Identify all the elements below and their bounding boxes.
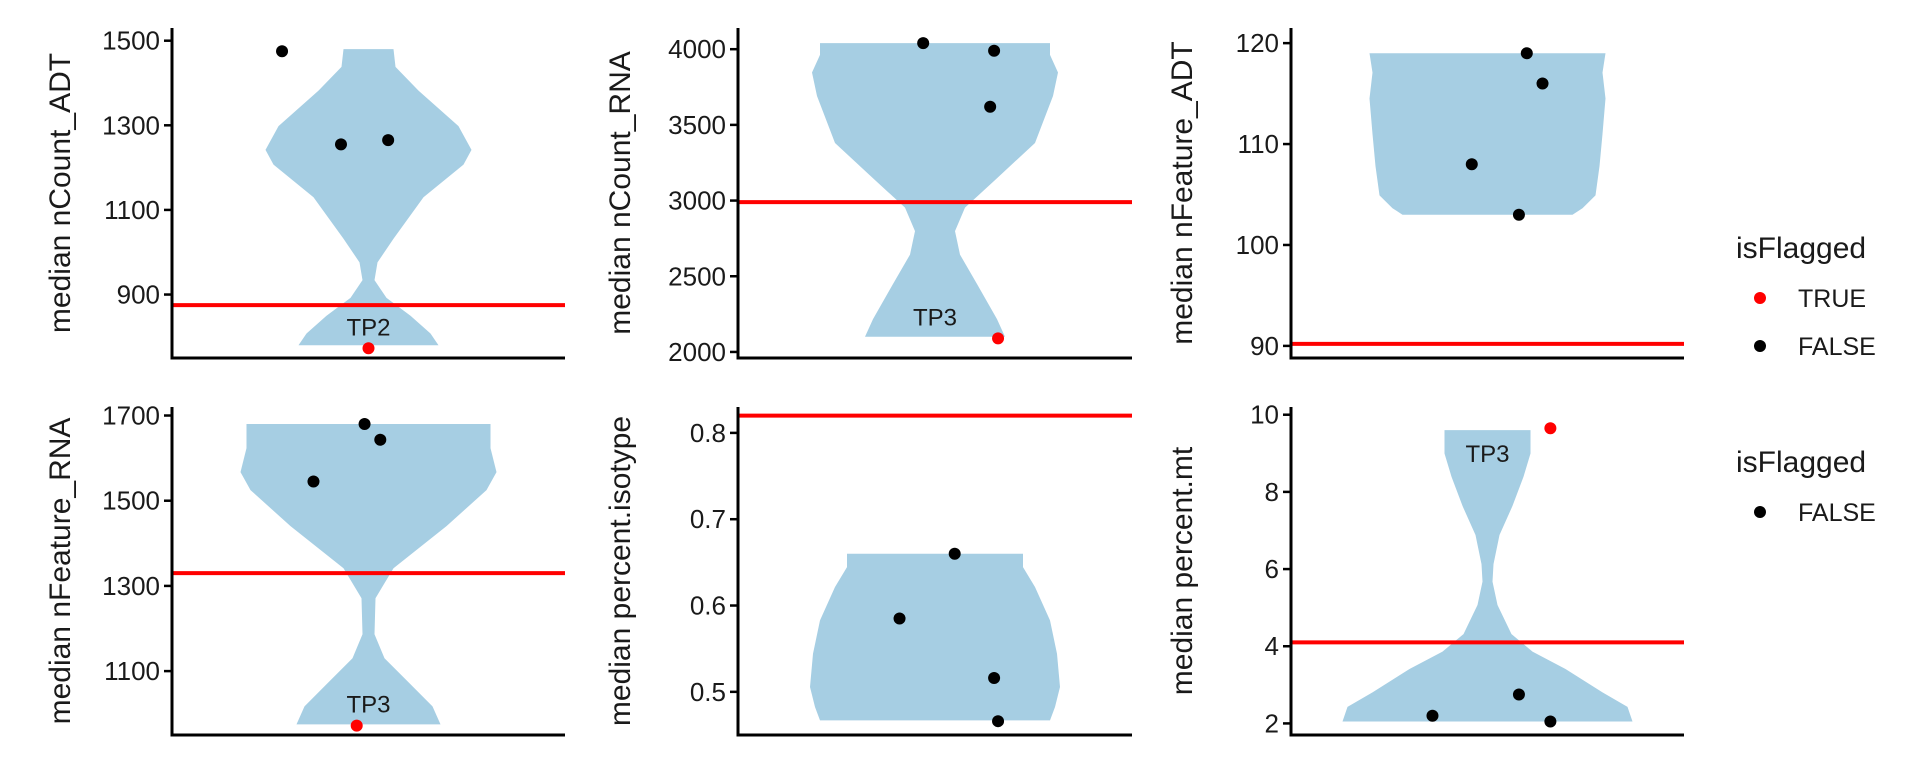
data-point (1544, 715, 1557, 728)
data-point (917, 37, 930, 50)
y-tick-label: 3500 (668, 110, 726, 140)
y-tick-label: 0.5 (690, 677, 726, 707)
y-tick-label: 4000 (668, 34, 726, 64)
legend-label: FALSE (1798, 333, 1876, 361)
legend-key (1754, 506, 1766, 518)
y-axis-title: median nCount_RNA (604, 51, 637, 335)
data-point (992, 715, 1005, 728)
data-point (988, 44, 1001, 57)
y-axis-title: median nCount_ADT (44, 53, 77, 333)
data-point (988, 672, 1001, 685)
y-tick-label: 90 (1250, 331, 1279, 361)
flagged-point (1544, 422, 1557, 435)
data-point (1512, 208, 1525, 221)
flagged-point (362, 342, 375, 355)
point-label: TP2 (346, 314, 390, 341)
data-point (948, 547, 961, 560)
violin-1 (265, 49, 472, 346)
y-tick-label: 1700 (102, 401, 160, 431)
legend-title: isFlagged (1736, 232, 1866, 265)
legend-1: isFlagged TRUE FALSE (1736, 232, 1876, 361)
point-label: TP3 (346, 692, 390, 719)
legend-label: TRUE (1798, 285, 1866, 313)
data-point (1512, 688, 1525, 701)
y-tick-label: 0.6 (690, 591, 726, 621)
data-point (307, 475, 320, 488)
data-point (984, 100, 997, 113)
y-tick-label: 1300 (102, 110, 160, 140)
y-tick-label: 900 (117, 280, 160, 310)
panel-5: 0.5 0.6 0.7 0.8 median percent.isotype (604, 407, 1132, 737)
panel-1: 900 1100 1300 1500 median nCount_ADT TP2 (44, 26, 565, 360)
legend-key (1754, 340, 1766, 352)
y-tick-label: 3000 (668, 186, 726, 216)
y-tick-label: 1500 (102, 26, 160, 56)
y-tick-label: 2500 (668, 261, 726, 291)
y-tick-label: 1300 (102, 571, 160, 601)
data-point (374, 433, 387, 446)
y-tick-label: 110 (1238, 129, 1279, 159)
data-point (893, 612, 906, 625)
y-tick-label: 1500 (102, 486, 160, 516)
flagged-point (350, 719, 363, 732)
data-point (1520, 47, 1533, 60)
y-tick-label: 0.8 (690, 418, 726, 448)
y-tick-label: 120 (1236, 28, 1279, 58)
panel-2: 2000 2500 3000 3500 4000 median nCount_RNA TP3 (604, 28, 1132, 367)
data-point (1536, 77, 1549, 90)
data-point (382, 134, 395, 147)
y-axis-title: median percent.isotype (604, 416, 637, 726)
legend-title: isFlagged (1736, 446, 1866, 479)
panel-6: 2 4 6 8 10 median percent.mt TP3 (1166, 400, 1684, 738)
panel-3: 90 100 110 120 median nFeature_ADT (1166, 28, 1684, 361)
flagged-point (992, 332, 1005, 345)
panel-4: 1100 1300 1500 1700 median nFeature_RNA TP3 (44, 401, 565, 737)
legend-2: isFlagged FALSE (1736, 446, 1876, 527)
y-tick-label: 8 (1265, 477, 1279, 507)
y-axis-title: median nFeature_RNA (44, 418, 77, 725)
y-tick-label: 1100 (104, 195, 160, 225)
legend-key (1754, 292, 1766, 304)
y-tick-label: 6 (1265, 554, 1279, 584)
data-point (276, 45, 289, 58)
legend-label: FALSE (1798, 499, 1876, 527)
y-tick-label: 2 (1265, 708, 1279, 738)
y-tick-label: 4 (1265, 631, 1279, 661)
point-label: TP3 (1465, 441, 1509, 468)
y-tick-label: 100 (1236, 230, 1279, 260)
violin-3 (1369, 53, 1606, 215)
data-point (1465, 158, 1478, 171)
y-tick-label: 1100 (104, 656, 160, 686)
point-label: TP3 (913, 304, 957, 331)
data-point (334, 138, 347, 151)
y-axis-title: median percent.mt (1166, 446, 1199, 695)
violin-5 (810, 553, 1060, 721)
y-tick-label: 2000 (668, 337, 726, 367)
y-tick-label: 0.7 (690, 504, 726, 534)
violin-2 (812, 43, 1058, 337)
data-point (1426, 709, 1439, 722)
violin-6 (1342, 430, 1633, 722)
data-point (358, 418, 371, 431)
y-axis-title: median nFeature_ADT (1166, 41, 1199, 345)
y-tick-label: 10 (1250, 400, 1279, 430)
